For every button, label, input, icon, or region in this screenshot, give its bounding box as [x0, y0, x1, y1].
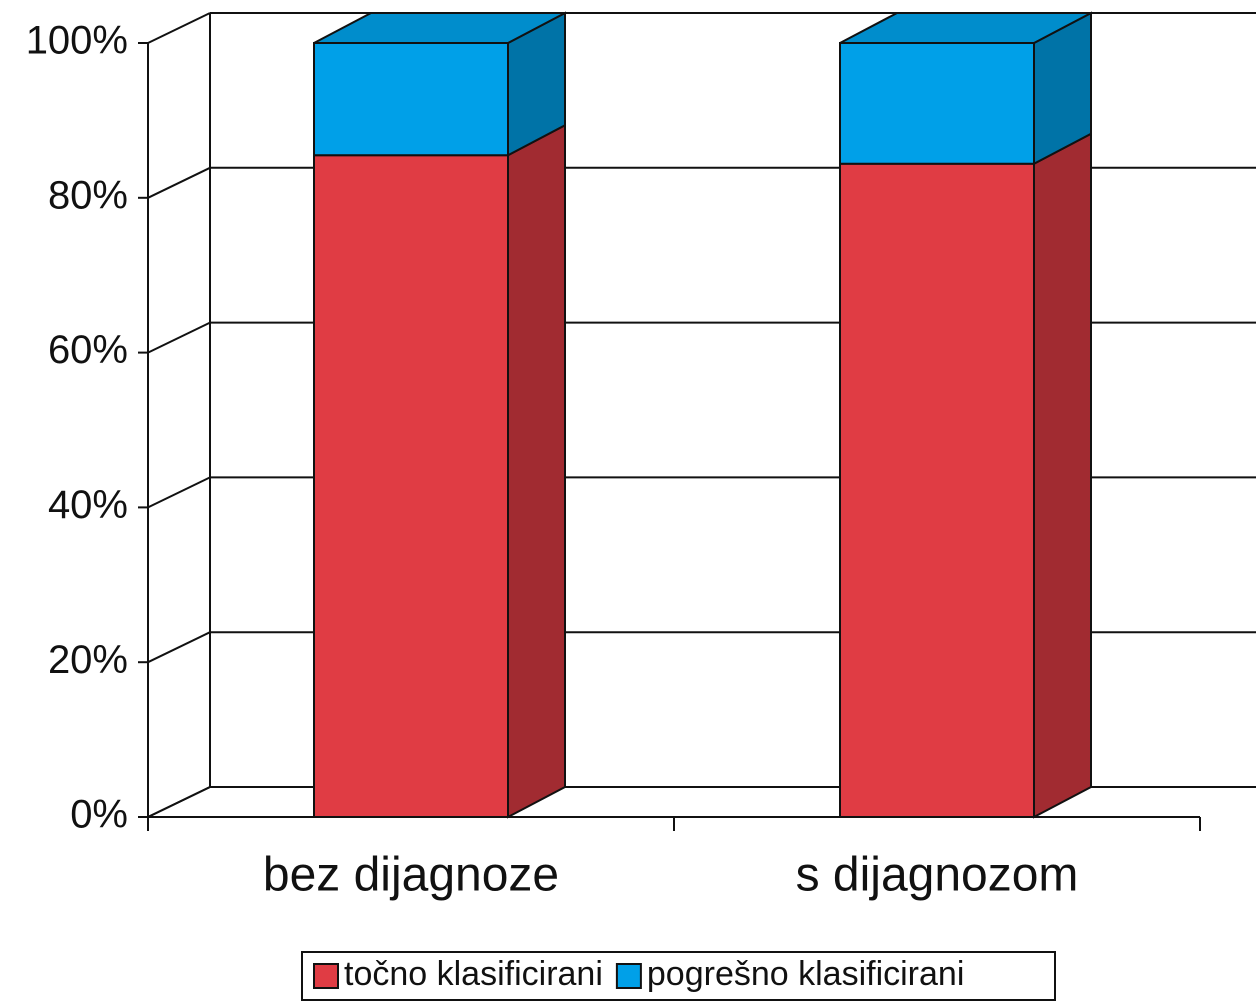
bar-top [313, 12, 566, 44]
y-tick-label: 20% [48, 638, 128, 682]
y-tick-label: 100% [26, 19, 128, 63]
legend-label: pogrešno klasificirani [647, 955, 965, 993]
bar [313, 154, 509, 819]
x-tick-label: s dijagnozom [796, 849, 1079, 902]
legend-box [301, 951, 1056, 1001]
y-tick-label: 80% [48, 173, 128, 217]
bar-top [839, 12, 1092, 44]
y-tick-label: 40% [48, 483, 128, 527]
legend-swatch [313, 963, 339, 989]
grid-line [147, 631, 211, 664]
grid-line [147, 476, 211, 509]
y-tick-label: 0% [70, 793, 128, 837]
legend-swatch [615, 963, 642, 989]
x-tick-label: bez dijagnoze [263, 849, 559, 902]
grid-line [147, 12, 211, 44]
bar-side [1033, 132, 1092, 819]
bar [839, 42, 1035, 165]
bar [839, 162, 1035, 818]
grid-line [147, 786, 211, 818]
bar-side [507, 123, 566, 819]
y-tick-label: 60% [48, 328, 128, 372]
legend-label: točno klasificirani [344, 955, 603, 993]
bar [313, 42, 509, 157]
grid-line [147, 166, 211, 199]
grid-line [147, 321, 211, 354]
